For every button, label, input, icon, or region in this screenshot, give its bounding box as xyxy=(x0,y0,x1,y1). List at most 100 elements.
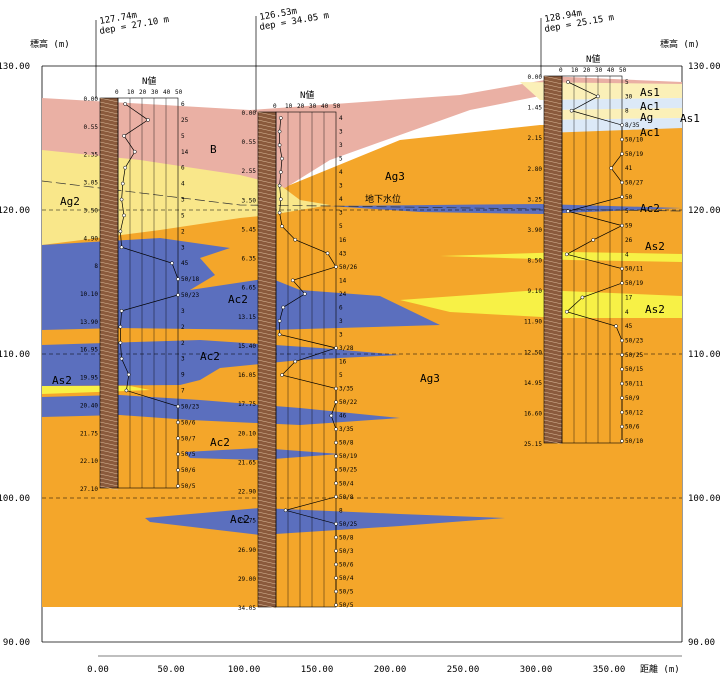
layer-label: Ac2 xyxy=(230,513,250,526)
borehole-hatch xyxy=(99,445,119,451)
borehole-hatch xyxy=(257,359,277,365)
x-tick-label: 0.00 xyxy=(87,665,109,675)
borehole-hatch xyxy=(99,305,119,311)
borehole-hatch xyxy=(99,165,119,171)
axis-y-right: 標高 (m) 130.00 120.00 110.00 100.00 90.00 xyxy=(660,38,720,648)
depth-label: 6.35 xyxy=(242,256,257,263)
borehole-hatch xyxy=(543,255,563,261)
x-tick-label: 150.00 xyxy=(301,665,334,675)
borehole-hatch xyxy=(543,287,563,293)
borehole-hatch xyxy=(257,275,277,281)
borehole-hatch xyxy=(257,431,277,437)
nvalue-text: 5 xyxy=(625,208,629,215)
borehole-hatch xyxy=(257,191,277,197)
borehole-hatch xyxy=(543,395,563,401)
nvalue-text: 16 xyxy=(339,359,347,366)
borehole-hatch xyxy=(257,395,277,401)
borehole-hatch xyxy=(543,291,563,297)
borehole-hatch xyxy=(543,423,563,429)
nvalue-text: 50/23 xyxy=(625,337,643,344)
nvalue-point xyxy=(580,295,585,300)
borehole-hatch xyxy=(257,507,277,513)
grid-lines xyxy=(42,209,682,499)
x-axis-title: 距離 (m) xyxy=(640,663,680,675)
nvalue-scale: 0 xyxy=(273,103,277,110)
nvalue-point xyxy=(280,224,284,229)
layer-label: Ac1 xyxy=(640,100,660,113)
borehole-hatch xyxy=(99,193,119,199)
borehole-hatch xyxy=(543,379,563,385)
nvalue-point xyxy=(620,410,624,415)
nvalue-point xyxy=(277,129,282,134)
nvalue-scale: 50 xyxy=(619,67,627,74)
depth-label: 29.00 xyxy=(238,576,256,583)
nvalue-point xyxy=(170,261,174,266)
borehole-hatch xyxy=(543,239,563,245)
depth-label: 0.00 xyxy=(528,74,543,81)
nvalue-point xyxy=(566,209,570,214)
nvalue-point xyxy=(334,386,338,391)
nvalue-text: 50/22 xyxy=(339,399,357,406)
borehole-hatch xyxy=(543,415,563,421)
nvalue-text: 50/19 xyxy=(625,151,643,158)
layer-label: Ac1 xyxy=(640,126,660,139)
borehole-hatch xyxy=(257,343,277,349)
borehole-hatch xyxy=(543,91,563,97)
borehole-hatch xyxy=(543,211,563,217)
y-tick-label: 90.00 xyxy=(3,638,30,648)
borehole-hatch xyxy=(543,167,563,173)
nvalue-text: 6 xyxy=(339,304,343,311)
borehole-hatch xyxy=(257,471,277,477)
nvalue-point xyxy=(280,156,284,161)
nvalue-point xyxy=(334,427,338,431)
borehole-hatch xyxy=(257,227,277,233)
depth-label: 4.90 xyxy=(84,235,99,242)
depth-label: 0.00 xyxy=(84,96,99,103)
nvalue-point xyxy=(302,292,307,296)
nvalue-text: 3 xyxy=(339,318,343,325)
y-tick-label: 110.00 xyxy=(688,350,720,360)
nvalue-text: 3 xyxy=(339,210,343,217)
borehole-hatch xyxy=(257,383,277,389)
borehole-hatch xyxy=(99,345,119,351)
borehole-hatch xyxy=(257,523,277,529)
borehole-hatch xyxy=(543,307,563,313)
borehole-hatch xyxy=(257,443,277,449)
groundwater-label: 地下水位 xyxy=(365,193,401,205)
borehole-hatch xyxy=(543,399,563,405)
borehole-hatch xyxy=(99,173,119,179)
nvalue-text: 8/35 xyxy=(625,122,640,129)
nvalue-scale: 30 xyxy=(151,89,159,96)
borehole-hatch xyxy=(257,231,277,237)
borehole-hatch xyxy=(99,317,119,323)
borehole-hatch xyxy=(257,299,277,305)
borehole-hatch xyxy=(99,393,119,399)
borehole-hatch xyxy=(543,235,563,241)
borehole-hatch xyxy=(543,159,563,165)
nvalue-point xyxy=(277,183,282,188)
borehole-hatch xyxy=(543,171,563,177)
nvalue-text: 50/19 xyxy=(625,280,643,287)
layer-label: Ac2 xyxy=(200,350,220,363)
borehole-hatch xyxy=(99,201,119,207)
nvalue-point xyxy=(566,80,570,84)
borehole-hatch xyxy=(99,241,119,247)
borehole-hatch xyxy=(543,407,563,413)
y-tick-label: 120.00 xyxy=(0,206,30,216)
borehole-hatch xyxy=(543,119,563,125)
nvalue-text: 50/23 xyxy=(181,403,199,410)
nvalue-point xyxy=(620,338,624,343)
depth-label: 12.50 xyxy=(524,349,542,356)
borehole-hatch xyxy=(543,135,563,141)
nvalue-text: 50/4 xyxy=(339,480,354,487)
depth-label: 2.15 xyxy=(528,135,543,142)
layer-label: As1 xyxy=(680,112,700,125)
nvalue-text: 43 xyxy=(339,250,347,257)
depth-label: 8.50 xyxy=(528,258,543,265)
nvalue-text: 7 xyxy=(181,388,185,395)
nvalue-point xyxy=(124,388,129,393)
borehole-hatch xyxy=(543,439,563,445)
depth-label: 10.10 xyxy=(80,291,98,298)
borehole-hatch xyxy=(99,301,119,307)
